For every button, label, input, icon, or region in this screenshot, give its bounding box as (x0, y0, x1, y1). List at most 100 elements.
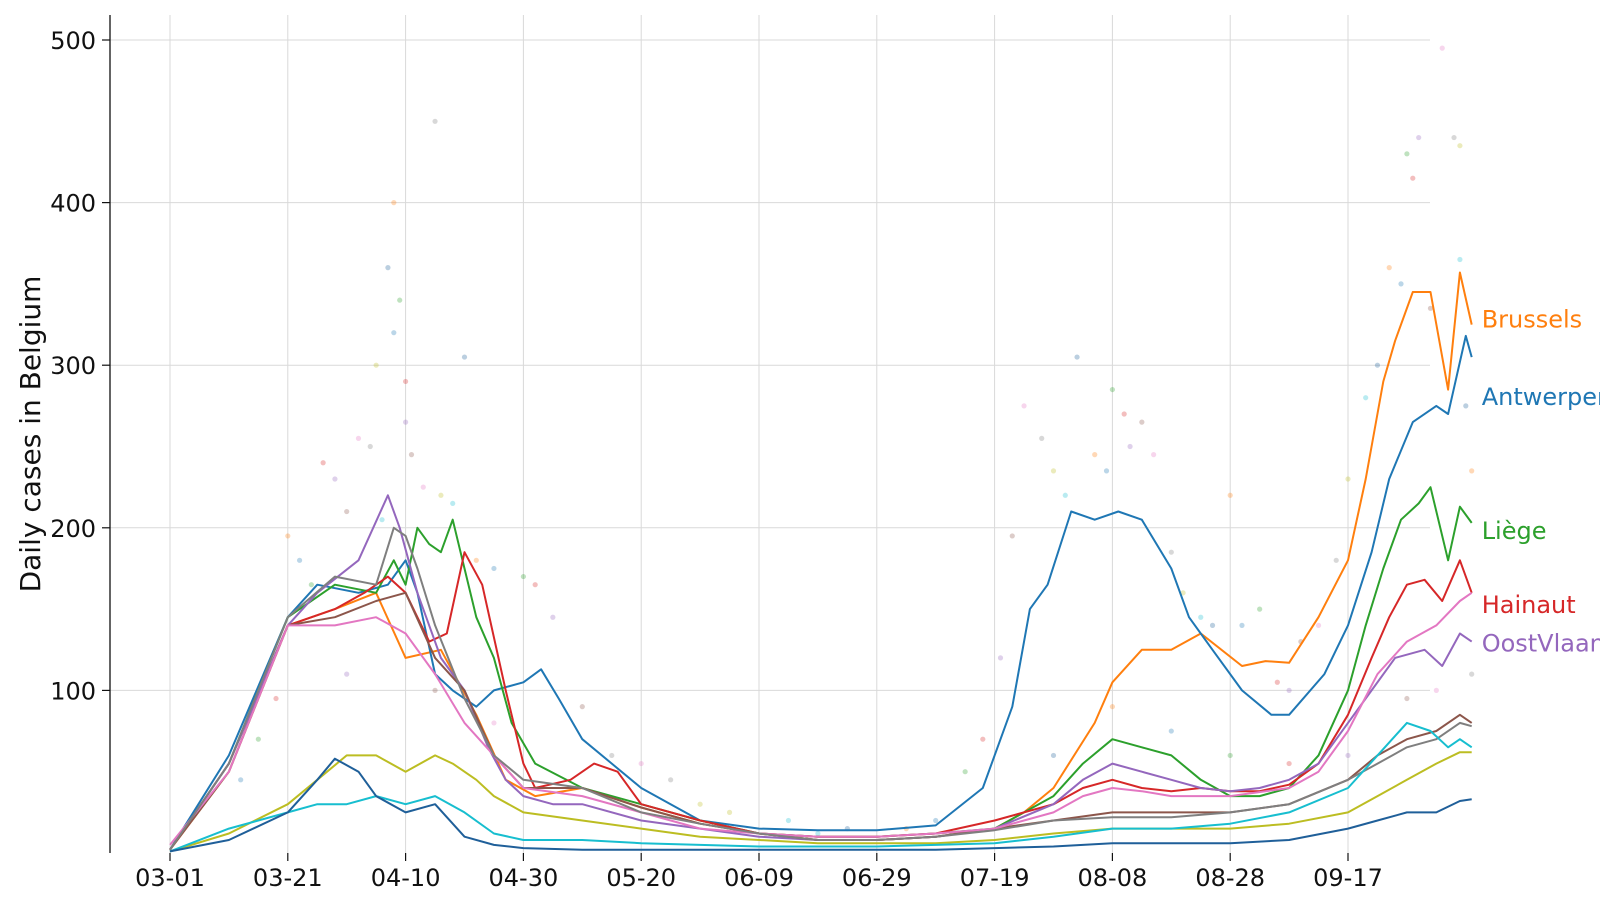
scatter-point (1286, 760, 1292, 767)
scatter-point (1404, 151, 1410, 157)
scatter-point (1109, 386, 1115, 393)
scatter-point (1427, 305, 1434, 311)
scatter-point (1410, 175, 1416, 181)
series-end-label: OostVlaanderen (1482, 630, 1600, 658)
scatter-point (1374, 362, 1381, 368)
series-line (169, 494, 1473, 851)
scatter-point (1050, 468, 1057, 474)
x-tick-label: 05-20 (606, 864, 676, 892)
series-line (169, 486, 1473, 851)
scatter-point (296, 557, 303, 563)
series-end-label: Hainaut (1482, 591, 1576, 619)
y-tick-label: 200 (50, 515, 96, 543)
scatter-point (255, 736, 261, 742)
scatter-point (320, 460, 326, 466)
scatter-point (1139, 419, 1145, 425)
scatter-point (491, 565, 497, 572)
scatter-point (1062, 492, 1068, 498)
y-tick-label: 400 (50, 190, 96, 218)
series-line (169, 757, 1472, 853)
scatter-point (332, 476, 338, 482)
scatter-point (1451, 134, 1457, 141)
scatter-point (461, 354, 468, 360)
scatter-point (450, 500, 456, 507)
scatter-point (1257, 606, 1263, 612)
scatter-point (579, 704, 585, 710)
scatter-point (1074, 354, 1080, 360)
scatter-point (1439, 45, 1445, 51)
scatter-point (1209, 622, 1216, 628)
scatter-point (532, 582, 538, 588)
scatter-point (432, 687, 438, 694)
series-line (169, 591, 1473, 851)
scatter-point (997, 655, 1004, 661)
x-tick-label: 06-29 (842, 864, 912, 892)
scatter-point (550, 614, 556, 620)
scatter-point (1168, 728, 1174, 734)
scatter-point (1463, 403, 1469, 409)
x-tick-label: 08-08 (1078, 864, 1148, 892)
scatter-point (1386, 265, 1392, 271)
scatter-point (1039, 435, 1045, 441)
scatter-point (1274, 679, 1280, 685)
x-tick-label: 04-30 (489, 864, 559, 892)
scatter-point (1469, 468, 1475, 474)
scatter-point (391, 200, 397, 206)
scatter-point (609, 752, 615, 759)
scatter-point (1433, 687, 1439, 694)
scatter-point (308, 582, 314, 588)
series-end-label: Antwerpen (1482, 383, 1600, 411)
scatter-point (1109, 704, 1115, 710)
x-tick-label: 07-19 (960, 864, 1030, 892)
x-tick-label: 08-28 (1195, 864, 1265, 892)
scatter-point (1092, 452, 1098, 458)
scatter-point (1050, 752, 1057, 759)
scatter-point (962, 769, 968, 775)
x-tick-label: 06-09 (724, 864, 794, 892)
scatter-point (1315, 622, 1322, 628)
scatter-point (397, 297, 403, 303)
scatter-point (1398, 281, 1404, 287)
series-line (169, 271, 1473, 851)
scatter-point (1363, 395, 1369, 401)
scatter-point (726, 809, 733, 815)
x-tick-label: 03-21 (253, 864, 323, 892)
y-tick-label: 100 (50, 677, 96, 705)
scatter-point (367, 443, 373, 450)
scatter-point (1416, 134, 1422, 141)
scatter-point (1333, 557, 1339, 563)
scatter-point (1127, 443, 1133, 450)
scatter-point (815, 830, 821, 837)
series-lines (169, 271, 1473, 853)
grid-lines (110, 15, 1430, 853)
scatter-point (420, 484, 426, 490)
scatter-point (1345, 476, 1351, 482)
scatter-point (980, 736, 986, 742)
scatter-point (491, 720, 497, 726)
scatter-point (1151, 452, 1157, 458)
series-line (169, 526, 1472, 851)
scatter-point (473, 557, 479, 563)
scatter-point (403, 419, 409, 425)
scatter-point (432, 118, 438, 124)
scatter-point (1345, 752, 1351, 759)
scatter-point (1009, 533, 1015, 539)
y-axis-label: Daily cases in Belgium (14, 276, 47, 593)
scatter-point (391, 330, 397, 336)
scatter-point (344, 508, 350, 515)
scatter-point (408, 452, 415, 458)
scatter-point (1457, 256, 1463, 263)
scatter-point (379, 517, 385, 523)
scatter-point (638, 760, 644, 767)
series-end-label: Liège (1482, 517, 1547, 545)
scatter-point (1103, 468, 1110, 474)
scatter-point (1227, 492, 1233, 498)
scatter-point (933, 817, 939, 824)
series-end-label: Brussels (1482, 306, 1583, 334)
scatter-point (1404, 695, 1410, 702)
scatter-point (355, 435, 362, 441)
x-tick-label: 09-17 (1313, 864, 1383, 892)
y-tick-label: 300 (50, 352, 96, 380)
scatter-point (1168, 549, 1174, 555)
